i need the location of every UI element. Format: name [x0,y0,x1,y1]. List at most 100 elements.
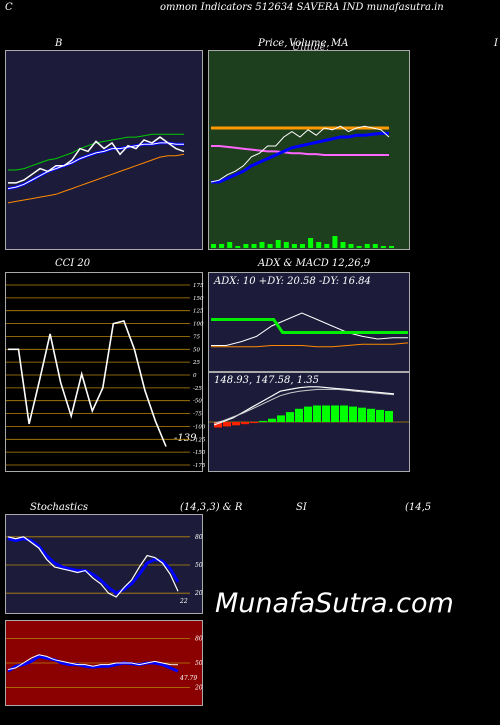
volume-bar [300,244,305,248]
volume-bar [364,244,370,248]
bb-upper-line [8,133,184,171]
plus-dy-line [211,312,408,346]
volume-bar [275,240,281,248]
bb-mid-inner-line [7,142,184,190]
cci-line [8,320,167,447]
cci-tick-label: -100 [193,424,206,430]
macd-histogram-bar [358,407,366,422]
rsi-params: (14,5 [405,502,432,513]
cci-tick-label: 125 [193,309,204,315]
rsi-tick-label: 50 [195,660,203,667]
cci-value: -139 [174,433,197,444]
macd-histogram-bar [250,422,258,424]
macd-histogram-bar [367,408,375,422]
cci-tick-label: 0 [193,373,197,379]
stoch-panel [5,514,203,614]
macd-histogram-bar [214,422,222,428]
stoch-label: Stochastics [30,502,88,513]
bb-price-line [8,136,185,184]
macd-histogram-bar [268,418,276,422]
macd-histogram-bar [295,408,303,422]
volume-bar [243,244,249,248]
macd-histogram-bar [340,405,348,422]
volume-bar [332,236,338,248]
volume-bar [348,244,354,248]
volume-bar [291,244,297,248]
volume-bar [380,246,386,248]
adx-macd-label: ADX & MACD 12,26,9 [258,258,371,269]
cci-tick-label: -125 [193,437,206,443]
header-title: C [5,2,13,13]
stoch-k-line [7,536,179,598]
cci-panel [5,272,203,472]
rsi-value: 47.79 [179,675,197,682]
volume-bar [251,244,257,248]
macd-histogram-bar [286,412,294,422]
minus-dy-line [211,342,409,348]
bb-mid-line [7,141,184,191]
right-edge-label: I [494,38,498,49]
macd-histogram-bar [232,422,240,426]
volume-bar [227,242,233,248]
cci-tick-label: -150 [193,450,206,456]
rsi-fast-line [7,654,179,671]
price-overlay-label: Ulliige, [292,42,329,53]
cci-tick-label: -25 [193,386,202,392]
volume-label: Volume, [289,38,330,49]
volume-bar [235,246,241,248]
volume-bar [316,242,322,248]
stoch-params: (14,3,3) & R [180,502,243,513]
cci-tick-label: 50 [193,347,200,353]
volume-bar [356,246,362,248]
price-label: Price, [258,38,288,49]
macd-histogram-bar [349,406,357,422]
volume-bar [308,238,314,248]
rsi-tick-label: 20 [194,685,203,692]
watermark: MunafaSutra.com [215,588,454,619]
macd-histogram-bar [313,405,321,422]
cci-tick-label: 25 [192,360,200,366]
macd-histogram-bar [376,409,384,422]
macd-histogram-bar [259,420,267,422]
macd-histogram-bar [277,415,285,422]
macd-signal-line [213,388,395,424]
macd-values: 148.93, 147.58, 1.35 [214,375,319,386]
macd-histogram-bar [304,406,312,422]
adx-values: ADX: 10 +DY: 20.58 -DY: 16.84 [214,276,371,287]
cci-label: CCI 20 [55,258,91,269]
volume-bar [340,242,346,248]
stoch-tick-label: 80 [195,534,203,541]
volume-bar [211,244,216,248]
stoch-tick-label: 50 [195,562,203,569]
cci-tick-label: -175 [193,463,206,469]
volume-bar [389,246,394,248]
cci-tick-label: -50 [193,399,202,405]
macd-histogram-bar [322,405,330,422]
header-subtitle: ommon Indicators 512634 SAVERA IND munaf… [160,2,444,13]
cci-tick-label: 150 [193,296,204,302]
stoch-d-line [7,537,180,595]
stoch-value: 22 [179,598,188,605]
volume-bar [267,244,273,248]
macd-histogram-bar [223,422,231,427]
rsi-line [7,654,179,673]
cci-tick-label: 75 [193,334,200,340]
volume-bar [259,242,265,248]
volume-bar [219,244,225,248]
macd-histogram-bar [241,422,249,425]
adx-panel [208,272,410,372]
ma-label: MA [331,38,349,49]
macd-histogram-bar [385,411,393,422]
adx-line [211,318,408,334]
rsi-tick-label: 80 [195,635,203,642]
ma-mid-line [211,145,389,156]
volume-bar [324,244,330,248]
volume-bar [372,244,378,248]
ma-fast-line [211,131,389,184]
price-line [210,125,390,183]
stoch-tick-label: 20 [194,590,203,597]
cci-tick-label: 100 [193,322,204,328]
cci-tick-label: 175 [193,283,204,289]
cci-tick-label: -75 [193,412,202,418]
